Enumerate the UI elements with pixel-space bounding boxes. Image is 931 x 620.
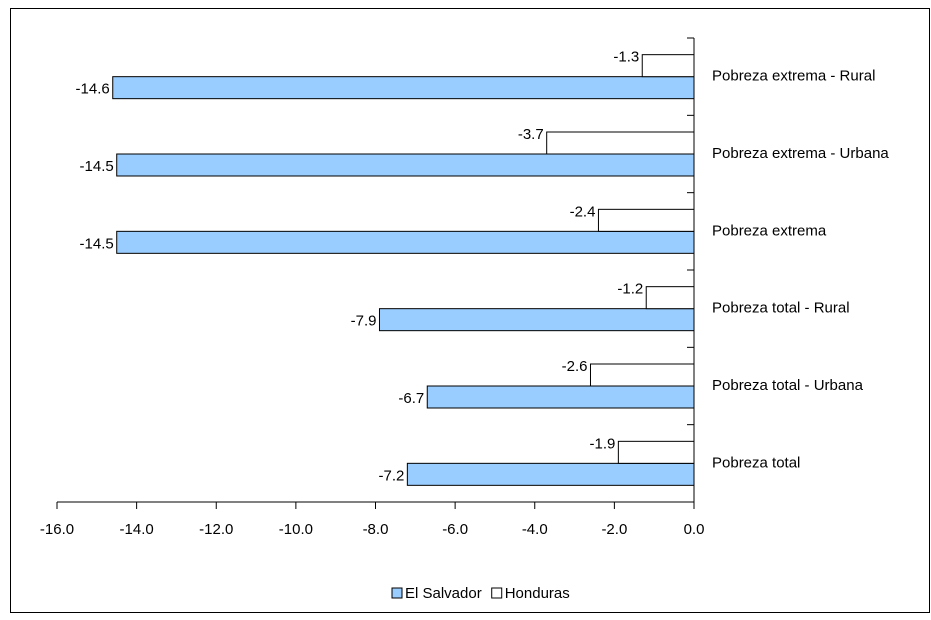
data-label: -2.6 [562, 358, 588, 375]
x-tick-label: -2.0 [601, 521, 627, 538]
category-label: Pobreza extrema - Rural [712, 68, 875, 85]
bar [645, 286, 695, 310]
bar [546, 131, 695, 155]
bar [641, 54, 695, 78]
category-label: Pobreza total - Rural [712, 300, 850, 317]
bar [112, 76, 695, 100]
bar [597, 208, 695, 232]
x-tick-label: -12.0 [199, 521, 233, 538]
data-label: -1.9 [589, 435, 615, 452]
data-label: -14.5 [80, 158, 114, 175]
data-label: -14.5 [80, 235, 114, 252]
legend-swatch [491, 587, 503, 599]
x-tick-label: -6.0 [442, 521, 468, 538]
x-tick-label: -14.0 [120, 521, 154, 538]
category-label: Pobreza total [712, 454, 800, 471]
x-tick-label: -10.0 [279, 521, 313, 538]
data-label: -2.4 [570, 203, 596, 220]
legend-swatch [391, 587, 403, 599]
bar [116, 230, 695, 254]
legend-label: Honduras [505, 585, 570, 602]
x-tick-label: -4.0 [522, 521, 548, 538]
bar [426, 385, 695, 409]
data-label: -7.9 [351, 313, 377, 330]
data-label: -1.2 [617, 281, 643, 298]
x-tick-label: -16.0 [40, 521, 74, 538]
data-label: -14.6 [76, 81, 110, 98]
legend-label: El Salvador [405, 585, 482, 602]
x-tick-label: -8.0 [363, 521, 389, 538]
bar [406, 462, 695, 486]
data-label: -6.7 [398, 390, 424, 407]
data-label: -1.3 [613, 49, 639, 66]
bar [589, 363, 695, 387]
bar [116, 153, 695, 177]
data-label: -3.7 [518, 126, 544, 143]
bar [617, 440, 695, 464]
category-label: Pobreza total - Urbana [712, 377, 864, 394]
data-label: -7.2 [378, 467, 404, 484]
category-label: Pobreza extrema - Urbana [712, 145, 889, 162]
bar [378, 308, 695, 332]
category-label: Pobreza extrema [712, 222, 827, 239]
x-tick-label: 0.0 [684, 521, 705, 538]
